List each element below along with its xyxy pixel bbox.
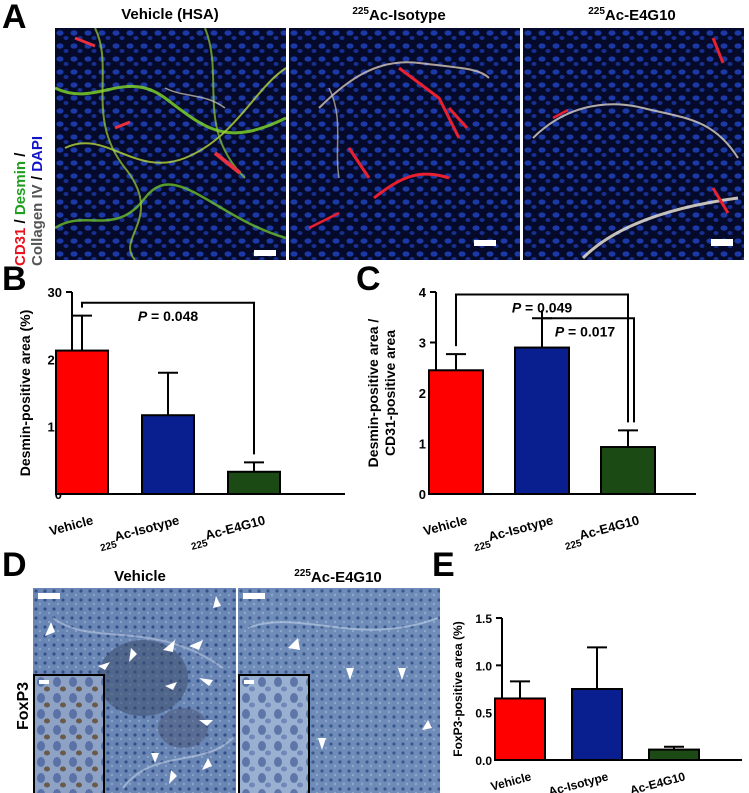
ihc-inset-image bbox=[240, 676, 308, 793]
ihc-inset-image bbox=[35, 676, 103, 793]
chart-desmin-positive-area: 0102030Desmin-positive area (%)Vehicle22… bbox=[17, 285, 345, 552]
chart-foxp3-positive-area: 0.0 0.5 1.0 1.5 FoxP3-positive area (%) Vehic… bbox=[451, 612, 742, 793]
p-value: = 0.049 bbox=[521, 300, 572, 316]
y-axis-label-line2: CD31-positive area bbox=[382, 330, 398, 456]
micrograph-vehicle-hsa bbox=[55, 28, 286, 260]
panel-d-title-vehicle: Vehicle bbox=[114, 568, 166, 585]
panel-letter-c: C bbox=[356, 260, 381, 298]
x-category-main: Vehicle bbox=[48, 512, 95, 538]
x-category-label: 225Ac-E4G10 bbox=[614, 769, 689, 793]
x-category-sup: 225 bbox=[190, 538, 209, 552]
x-category-main: Vehicle bbox=[422, 512, 469, 538]
p-symbol: P bbox=[138, 308, 148, 324]
significance-bracket bbox=[541, 310, 635, 423]
significance-label: P = 0.049 bbox=[512, 300, 573, 316]
x-category-main: Ac-E4G10 bbox=[578, 512, 641, 542]
scale-bar bbox=[474, 240, 496, 246]
arrow-icon bbox=[45, 596, 221, 784]
panel-a-title-isotype: 225Ac-Isotype bbox=[352, 6, 446, 24]
panel-letter-b: B bbox=[2, 260, 27, 298]
y-tick-label: 1.0 bbox=[475, 659, 492, 673]
y-tick-label: 0.5 bbox=[475, 707, 492, 721]
fluorescence-image bbox=[289, 28, 520, 260]
y-axis-label: FoxP3-positive area (%) bbox=[451, 621, 465, 756]
bar-1 bbox=[571, 688, 623, 761]
x-category-label: 225Ac-E4G10 bbox=[187, 512, 268, 552]
micrograph-ac-isotype bbox=[289, 28, 520, 260]
y-axis-label: Desmin-positive area (%) bbox=[17, 310, 33, 477]
panel-a-title-e4g10: 225Ac-E4G10 bbox=[588, 6, 676, 24]
chart-desmin-cd31-ratio: 0 1 2 3 4 Desmin-positive area / CD31-positive… bbox=[365, 285, 696, 552]
y-tick-label: 1.5 bbox=[475, 612, 492, 626]
bar-2 bbox=[227, 470, 281, 495]
ihc-ac-e4g10 bbox=[238, 588, 440, 793]
bar-0 bbox=[428, 369, 484, 495]
fluorescence-image bbox=[523, 28, 744, 260]
scale-bar bbox=[254, 250, 276, 256]
bar-2 bbox=[648, 748, 700, 762]
panel-d-row-label: FoxP3 bbox=[15, 681, 32, 730]
panel-d-title-e4g10: 225Ac-E4G10 bbox=[294, 568, 382, 586]
panel-letter-e: E bbox=[432, 546, 455, 584]
x-category-label: Vehicle bbox=[489, 769, 533, 793]
x-category-label: 225Ac-E4G10 bbox=[561, 512, 642, 552]
arrow-icon bbox=[288, 638, 432, 750]
y-tick-label: 2 bbox=[419, 386, 426, 401]
p-value: = 0.017 bbox=[564, 323, 615, 339]
x-category-main: Ac-E4G10 bbox=[628, 769, 687, 793]
bar-1 bbox=[514, 346, 570, 495]
bar-0 bbox=[494, 697, 546, 761]
y-tick-label: 0.0 bbox=[475, 754, 492, 768]
x-category-sup: 225 bbox=[99, 539, 118, 552]
y-tick-label: 4 bbox=[419, 285, 427, 300]
panel-letter-a: A bbox=[2, 0, 27, 36]
ihc-vehicle bbox=[33, 588, 236, 793]
x-category-main: Ac-E4G10 bbox=[204, 512, 267, 542]
panel-letter-d: D bbox=[2, 546, 27, 584]
x-category-label: Vehicle bbox=[422, 512, 469, 538]
significance-label: P = 0.048 bbox=[138, 308, 199, 324]
significance-label: P = 0.017 bbox=[555, 323, 616, 339]
micrograph-ac-e4g10 bbox=[523, 28, 744, 260]
x-category-label: 225Ac-Isotype bbox=[97, 512, 183, 552]
scale-bar bbox=[39, 680, 49, 684]
y-tick-label: 1 bbox=[419, 437, 426, 452]
y-axis-label: Desmin-positive area / bbox=[365, 319, 381, 468]
x-category-main: Ac-Isotype bbox=[547, 769, 610, 793]
x-category-sup: 225 bbox=[564, 538, 583, 552]
bar-0 bbox=[55, 349, 109, 495]
x-category-main: Ac-Isotype bbox=[487, 512, 555, 544]
significance-bracket bbox=[81, 301, 255, 455]
bar-1 bbox=[141, 414, 195, 495]
y-tick-label: 3 bbox=[419, 336, 426, 351]
x-category-label: 225Ac-Isotype bbox=[471, 512, 557, 552]
bar-2 bbox=[600, 446, 656, 496]
fluorescence-image bbox=[55, 28, 286, 260]
x-category-main: Ac-Isotype bbox=[113, 512, 181, 544]
x-category-sup: 225 bbox=[473, 539, 492, 552]
p-symbol: P bbox=[555, 323, 565, 339]
scale-bar bbox=[244, 680, 254, 684]
y-tick-label: 30 bbox=[48, 285, 62, 300]
y-tick-label: 0 bbox=[419, 487, 426, 502]
stain-legend: CD31 / Desmin / Collagen IV / DAPI bbox=[12, 135, 46, 266]
scale-bar bbox=[243, 593, 265, 599]
x-category-label: Vehicle bbox=[48, 512, 95, 538]
ihc-inset bbox=[33, 674, 105, 793]
p-symbol: P bbox=[512, 300, 522, 316]
p-value: = 0.048 bbox=[147, 308, 198, 324]
scale-bar bbox=[711, 239, 733, 246]
significance-bracket bbox=[455, 293, 629, 423]
scale-bar bbox=[38, 593, 60, 599]
panel-a-title-vehicle: Vehicle (HSA) bbox=[121, 6, 219, 23]
x-category-main: Vehicle bbox=[489, 769, 533, 793]
ihc-inset bbox=[238, 674, 310, 793]
x-category-label: 225Ac-Isotype bbox=[532, 769, 611, 793]
